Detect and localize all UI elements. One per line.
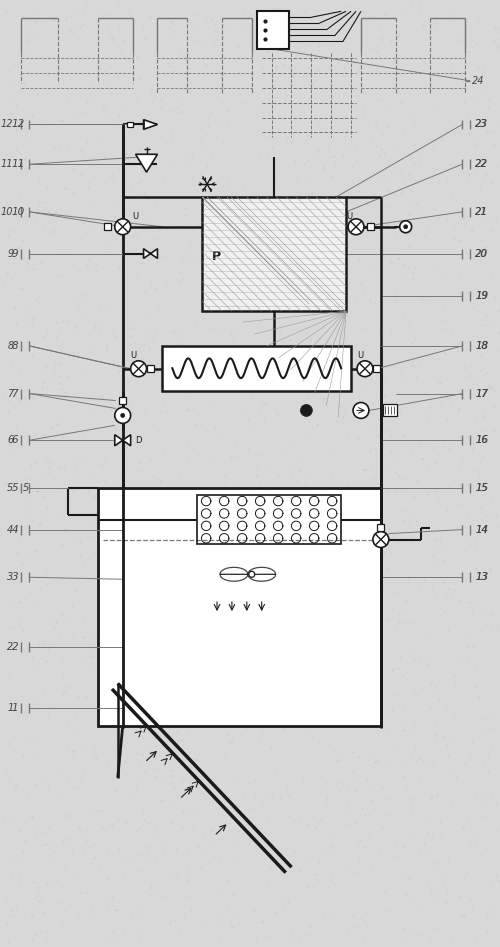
Text: U: U (346, 212, 352, 222)
Circle shape (300, 404, 312, 417)
Bar (197, 495, 341, 545)
Text: D: D (136, 436, 142, 445)
Text: 5: 5 (7, 483, 14, 492)
Bar (147, 366, 154, 372)
Circle shape (249, 571, 255, 578)
Text: 3: 3 (12, 572, 18, 582)
Bar (162, 346, 351, 390)
Bar (202, 197, 346, 312)
Polygon shape (248, 567, 276, 574)
Polygon shape (115, 435, 130, 446)
Text: 19: 19 (475, 292, 488, 301)
Text: 7: 7 (7, 388, 14, 399)
Text: U: U (132, 212, 139, 222)
Text: U: U (130, 351, 137, 361)
Text: 17: 17 (475, 388, 488, 399)
Text: 19: 19 (475, 292, 488, 301)
Text: 24: 24 (472, 76, 484, 86)
Text: 7: 7 (12, 388, 18, 399)
Text: 6: 6 (7, 436, 14, 445)
Circle shape (348, 219, 364, 235)
Circle shape (373, 531, 389, 547)
Text: 16: 16 (475, 436, 488, 445)
Text: 21: 21 (475, 206, 488, 217)
Circle shape (120, 414, 124, 418)
Text: 10: 10 (12, 206, 24, 217)
Text: 12: 12 (12, 119, 24, 130)
Text: 17: 17 (475, 388, 488, 399)
Text: 1: 1 (7, 704, 14, 713)
Bar (119, 397, 126, 404)
Bar (383, 404, 396, 417)
Polygon shape (144, 249, 158, 259)
Text: 9: 9 (7, 248, 14, 259)
Bar (256, 11, 288, 49)
Text: 13: 13 (475, 572, 488, 582)
Circle shape (130, 361, 146, 377)
Text: 21: 21 (475, 206, 488, 217)
Text: 5: 5 (12, 483, 18, 492)
Circle shape (115, 407, 130, 423)
Text: 11: 11 (1, 159, 14, 170)
Circle shape (400, 221, 411, 233)
Text: 12: 12 (1, 119, 14, 130)
Bar (98, 488, 381, 726)
Text: P: P (212, 250, 221, 263)
Text: 15: 15 (475, 483, 488, 492)
Bar (126, 121, 132, 128)
Text: 8: 8 (7, 341, 14, 351)
Text: 14: 14 (475, 525, 488, 535)
Text: 10: 10 (1, 206, 14, 217)
Circle shape (353, 402, 369, 419)
Text: 1: 1 (12, 704, 18, 713)
Text: 23: 23 (475, 119, 488, 130)
Text: 6: 6 (12, 436, 18, 445)
Text: 4: 4 (12, 525, 18, 535)
Text: 23: 23 (475, 119, 488, 130)
Text: 13: 13 (475, 572, 488, 582)
Text: 2: 2 (7, 642, 14, 652)
Text: 4: 4 (7, 525, 14, 535)
Polygon shape (220, 567, 248, 574)
Text: 9: 9 (12, 248, 18, 259)
Circle shape (115, 219, 130, 235)
Polygon shape (220, 574, 248, 581)
Text: 14: 14 (475, 525, 488, 535)
Bar (368, 223, 374, 230)
Text: 3: 3 (7, 572, 14, 582)
Text: 16: 16 (475, 436, 488, 445)
Text: 11: 11 (12, 159, 24, 170)
Bar (104, 223, 112, 230)
Bar (378, 524, 384, 531)
Bar (374, 366, 380, 372)
Text: 2: 2 (12, 642, 18, 652)
Text: 18: 18 (475, 341, 488, 351)
Polygon shape (248, 574, 276, 581)
Text: 5: 5 (23, 483, 30, 492)
Text: 8: 8 (12, 341, 18, 351)
Polygon shape (144, 119, 158, 130)
Text: 22: 22 (475, 159, 488, 170)
Text: 22: 22 (475, 159, 488, 170)
Text: 18: 18 (475, 341, 488, 351)
Text: 15: 15 (475, 483, 488, 492)
Polygon shape (136, 154, 158, 172)
Text: 20: 20 (475, 248, 488, 259)
Text: U: U (357, 351, 363, 361)
Circle shape (357, 361, 373, 377)
Circle shape (404, 224, 407, 229)
Text: 20: 20 (475, 248, 488, 259)
